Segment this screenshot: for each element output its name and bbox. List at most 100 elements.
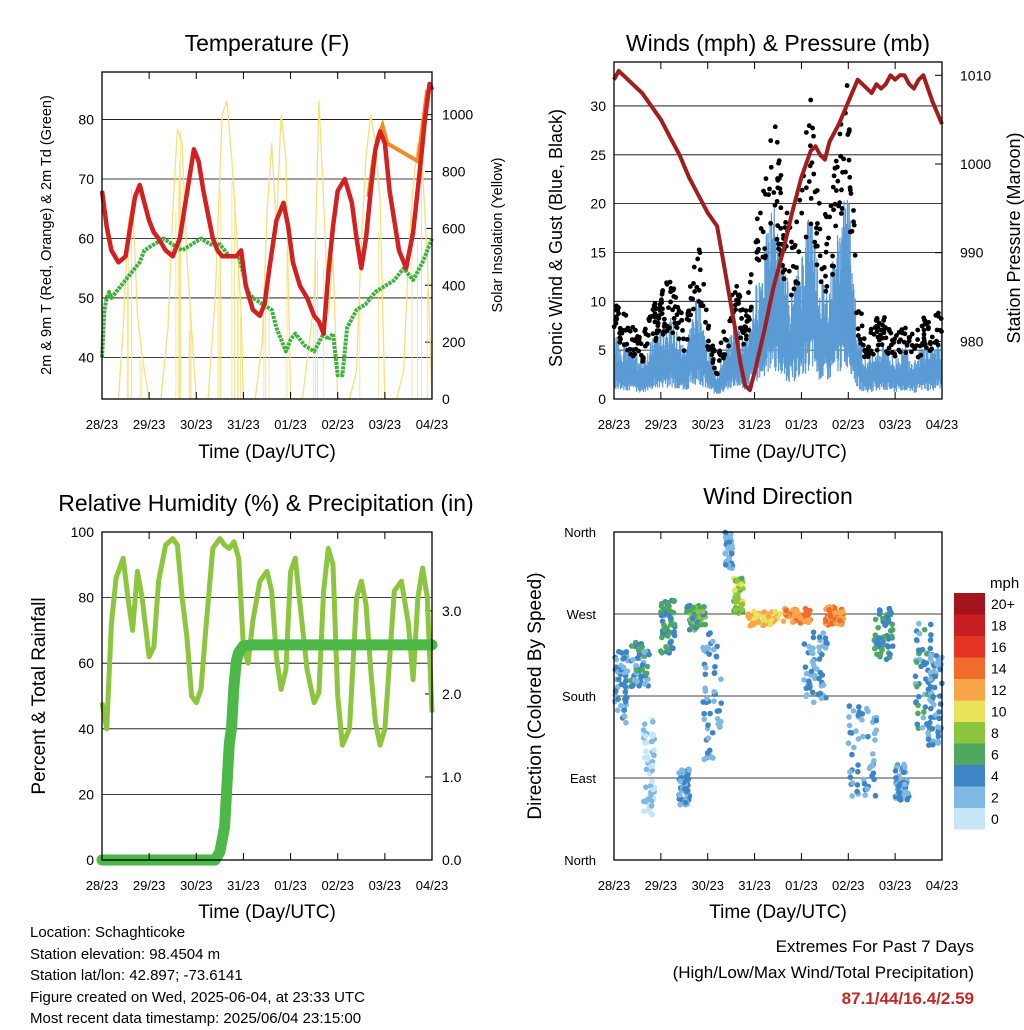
wind-direction-point (889, 633, 895, 640)
wind-gust-point (705, 325, 711, 331)
wind-direction-point (802, 664, 809, 670)
wind-direction-point (661, 622, 667, 628)
speed-legend-swatch (954, 679, 985, 701)
winds-plot-frame (613, 61, 943, 400)
winds-y2tick-label: 1000 (960, 156, 991, 172)
wind-gust-point (686, 317, 692, 323)
wind-direction-point (855, 712, 862, 718)
wind-direction-point (713, 653, 720, 660)
wind-gust-point (656, 328, 662, 334)
wind-direction-point (849, 780, 856, 786)
wind-gust-point (816, 200, 822, 206)
wind-direction-point (913, 699, 919, 705)
wind-direction-point (643, 670, 650, 677)
wind-direction-point (648, 792, 654, 798)
wind-direction-point (822, 645, 829, 651)
wind-gust-point (868, 348, 874, 354)
winds-ytick-label: 25 (590, 147, 606, 163)
relative-humidity-line (99, 536, 435, 748)
wind-direction-point (690, 604, 697, 611)
wind-gust-point (734, 283, 740, 289)
wind-gust-point (778, 190, 784, 196)
wind-direction-point (913, 659, 920, 665)
wind-gust-point (691, 306, 696, 312)
temperature-y2tick-label: 0 (442, 391, 450, 407)
wind-gust-point (675, 304, 681, 310)
humidity-xtick-label: 03/23 (369, 878, 402, 893)
wind-direction-point (700, 608, 706, 615)
wind-gust-point (814, 230, 820, 236)
wind-direction-point (921, 626, 928, 633)
wind-gust-point (758, 210, 763, 216)
temperature-left-ylabel: 2m & 9m T (Red, Orange) & 2m Td (Green) (39, 95, 55, 375)
wind-gust-point (833, 223, 839, 229)
wind-direction-point (755, 619, 762, 625)
temperature-y2tick-label: 200 (442, 334, 466, 350)
wind-direction-point (883, 620, 890, 626)
direction-legend-title: mph (990, 575, 1019, 592)
winds-xtick-label: 30/23 (691, 417, 724, 432)
wind-direction-point (810, 629, 817, 636)
wind-gust-point (681, 348, 687, 354)
wind-gust-point (614, 303, 619, 309)
wind-gust-point (686, 308, 691, 314)
wind-direction-point (937, 693, 943, 699)
wind-direction-point (853, 728, 859, 734)
wind-direction-point (919, 724, 926, 731)
wind-gust-point (833, 158, 839, 164)
wind-gust-point (621, 311, 627, 317)
wind-direction-point (921, 709, 927, 715)
wind-gust-point (735, 298, 741, 304)
wind-gust-point (768, 138, 774, 144)
wind-direction-point (705, 735, 712, 741)
wind-gust-point (660, 289, 665, 294)
direction-ytick-label: West (567, 607, 597, 622)
winds-xtick-label: 02/23 (832, 417, 865, 432)
wind-direction-point (709, 729, 716, 736)
extremes-box: Extremes For Past 7 Days (High/Low/Max W… (673, 934, 974, 1012)
wind-direction-point (902, 788, 908, 795)
humidity-xtick-label: 28/23 (86, 878, 119, 893)
wind-gust-point (763, 253, 768, 259)
wind-direction-point (872, 792, 879, 799)
extremes-title: Extremes For Past 7 Days (775, 937, 974, 956)
wind-direction-point (780, 618, 787, 624)
wind-direction-point (642, 733, 649, 739)
wind-direction-point (709, 638, 716, 645)
wind-gust-point (724, 337, 729, 343)
wind-direction-point (641, 721, 648, 728)
wind-gust-point (847, 174, 853, 180)
wind-direction-point (746, 614, 752, 621)
wind-direction-point (827, 611, 833, 617)
wind-gust-point (880, 322, 885, 328)
wind-direction-point (818, 695, 825, 702)
wind-gust-point (694, 284, 700, 290)
wind-direction-point (643, 748, 649, 755)
wind-direction-point (659, 634, 665, 641)
wind-direction-point (658, 648, 664, 654)
wind-gust-point (633, 327, 638, 333)
wind-direction-point (729, 550, 735, 557)
wind-gust-point (830, 253, 835, 259)
wind-direction-point (855, 768, 861, 775)
wind-direction-point (767, 621, 774, 628)
wind-gust-point (819, 266, 825, 272)
wind-direction-point (649, 762, 656, 769)
wind-gust-point (670, 287, 676, 293)
wind-gust-point (668, 299, 673, 305)
wind-gust-point (839, 206, 845, 211)
wind-gust-point (771, 190, 777, 195)
wind-direction-point (847, 769, 853, 775)
wind-gust-point (687, 284, 693, 289)
speed-legend-label: 2 (991, 790, 999, 806)
wind-direction-point (856, 704, 862, 710)
wind-gust-point (747, 307, 753, 313)
wind-gust-point (688, 296, 694, 301)
wind-gust-point (811, 133, 816, 139)
wind-direction-point (726, 534, 733, 540)
temperature-ytick-label: 60 (78, 230, 94, 246)
wind-gust-point (652, 311, 658, 316)
humidity-xtick-label: 01/23 (274, 878, 307, 893)
wind-direction-point (663, 611, 670, 617)
wind-direction-point (801, 677, 807, 683)
